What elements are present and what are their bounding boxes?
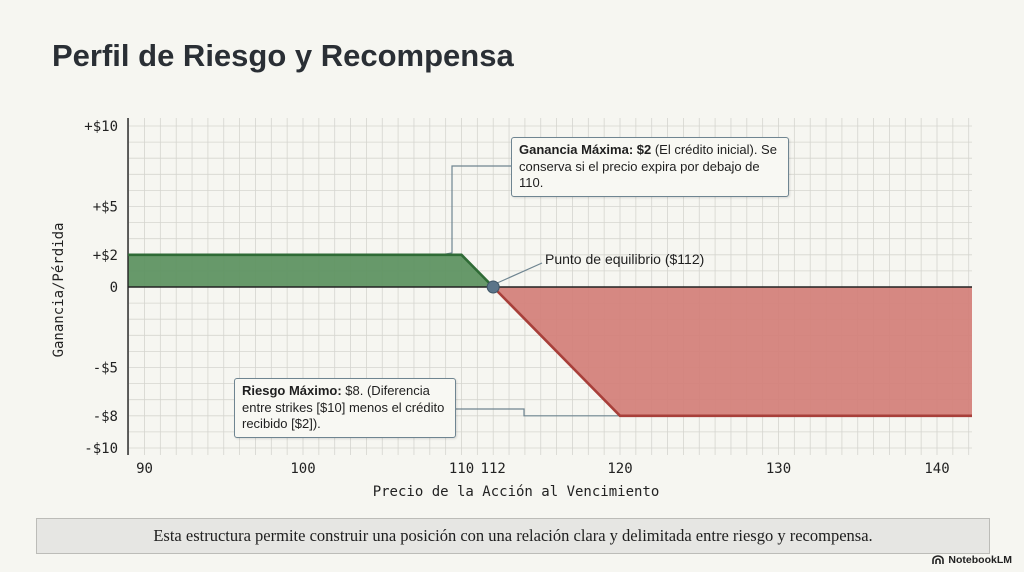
x-tick-label: 110	[449, 461, 474, 477]
tick-labels: +$10 +$5 +$2 0 -$5 -$8 -$10 90 100 110 112 120 130 14…	[84, 119, 949, 477]
x-axis-label: Precio de la Acción al Vencimiento	[373, 484, 660, 500]
breakeven-label: Punto de equilibrio ($112)	[545, 251, 705, 267]
chart-axes	[127, 118, 972, 455]
x-tick-label: 130	[766, 461, 791, 477]
y-tick-label: +$2	[93, 248, 118, 264]
y-tick-label: -$10	[84, 441, 118, 457]
loss-area	[493, 287, 972, 416]
max-risk-callout: Riesgo Máximo: $8. (Diferencia entre str…	[234, 378, 456, 438]
max-gain-callout: Ganancia Máxima: $2 (El crédito inicial)…	[511, 137, 789, 197]
y-axis-label: Ganancia/Pérdida	[51, 223, 67, 358]
y-tick-label: -$5	[93, 361, 118, 377]
y-tick-label: +$10	[84, 119, 118, 135]
y-tick-label: +$5	[93, 200, 118, 216]
y-tick-label: 0	[110, 280, 118, 296]
footer-caption: Esta estructura permite construir una po…	[36, 518, 990, 554]
notebooklm-icon	[932, 555, 945, 564]
x-tick-label: 112	[481, 461, 506, 477]
brand-mark: NotebookLM	[932, 554, 1012, 566]
chart-areas	[128, 254, 972, 416]
y-tick-label: -$8	[93, 409, 118, 425]
payoff-lines	[128, 253, 972, 418]
max-gain-text: (El crédito inicial). Se conserva si el …	[519, 142, 777, 190]
x-tick-label: 100	[290, 461, 315, 477]
profit-area	[128, 254, 494, 287]
x-tick-label: 120	[607, 461, 632, 477]
footer-text: Esta estructura permite construir una po…	[153, 526, 873, 545]
breakeven-leader	[496, 262, 543, 284]
max-risk-text: $8. (Diferencia entre strikes [$10] meno…	[242, 383, 445, 431]
max-risk-leader	[440, 408, 620, 417]
x-tick-label: 90	[136, 461, 153, 477]
profit-line	[128, 253, 495, 288]
breakeven-point	[486, 280, 500, 294]
page-title: Perfil de Riesgo y Recompensa	[52, 38, 514, 73]
max-gain-leader	[441, 165, 511, 256]
max-risk-title: Riesgo Máximo:	[242, 383, 342, 398]
max-gain-title: Ganancia Máxima: $2	[519, 142, 652, 157]
x-tick-label: 140	[924, 461, 949, 477]
brand-name: NotebookLM	[948, 554, 1012, 566]
loss-line	[492, 286, 972, 418]
